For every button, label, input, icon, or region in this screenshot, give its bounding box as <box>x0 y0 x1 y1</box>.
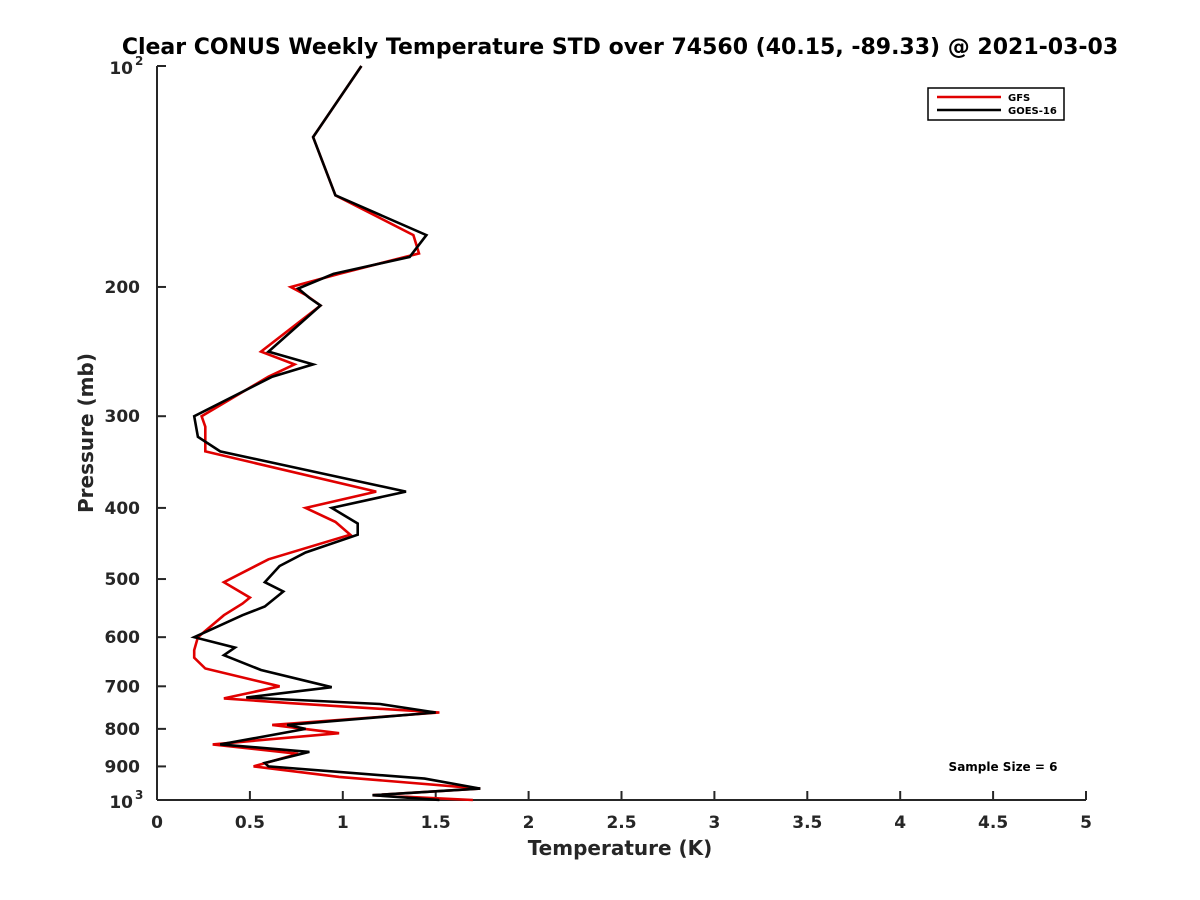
series-line-goes-16 <box>190 65 481 802</box>
y-tick-label: 200 <box>105 278 141 298</box>
x-tick-label: 4 <box>894 813 906 833</box>
y-tick-label: 700 <box>105 677 141 697</box>
y-tick-base: 10 <box>109 793 133 813</box>
y-tick-exponent: 2 <box>135 54 143 68</box>
y-tick-label: 10 <box>109 59 133 79</box>
x-tick-label: 5 <box>1080 813 1092 833</box>
y-tick-label: 900 <box>105 757 141 777</box>
chart-title: Clear CONUS Weekly Temperature STD over … <box>122 35 1118 60</box>
x-tick-label: 3.5 <box>792 813 822 833</box>
y-tick-label: 300 <box>105 407 141 427</box>
y-tick-exponent: 3 <box>135 788 143 802</box>
legend: GFS GOES-16 <box>927 87 1065 121</box>
series-line-gfs <box>192 65 481 802</box>
legend-label: GOES-16 <box>1008 106 1057 117</box>
y-tick-label: 800 <box>105 720 141 740</box>
x-tick-label: 4.5 <box>978 813 1008 833</box>
sample-size-annotation: Sample Size = 6 <box>949 760 1058 774</box>
x-tick-label: 1 <box>337 813 349 833</box>
legend-label: GFS <box>1008 93 1030 104</box>
x-tick-label: 0.5 <box>235 813 265 833</box>
x-axis-label: Temperature (K) <box>528 836 713 860</box>
x-tick-label: 1.5 <box>421 813 451 833</box>
y-axis-label: Pressure (mb) <box>74 353 98 513</box>
y-tick-label: 10 <box>109 793 133 813</box>
y-tick-label: 400 <box>105 499 141 519</box>
series-group <box>190 65 481 802</box>
y-tick-base: 10 <box>109 59 133 79</box>
x-tick-label: 0 <box>151 813 163 833</box>
y-tick-label: 600 <box>105 628 141 648</box>
y-tick-label: 500 <box>105 570 141 590</box>
x-axis: 0 0.5 1 1.5 2 2.5 3 3.5 4 4.5 5 <box>151 791 1092 833</box>
x-tick-label: 2.5 <box>606 813 636 833</box>
plot-area <box>156 66 1086 801</box>
x-tick-label: 2 <box>523 813 535 833</box>
legend-box <box>927 87 1065 121</box>
x-tick-label: 3 <box>708 813 720 833</box>
